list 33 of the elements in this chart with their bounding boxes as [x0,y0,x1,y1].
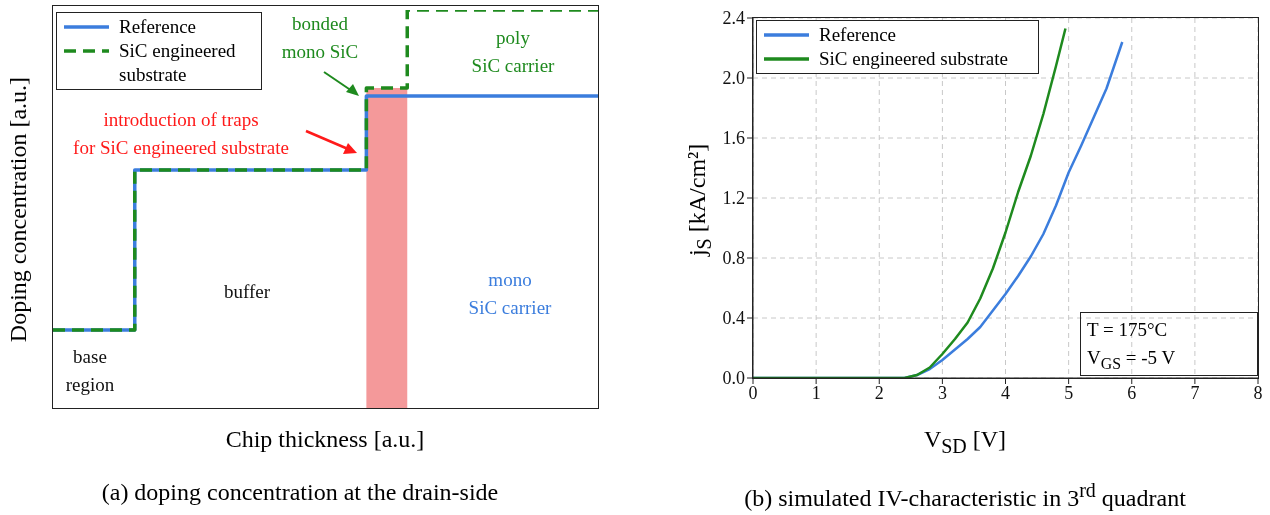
y-tick-label: 0.0 [722,368,745,389]
x-axis-title: V$_{SD}$ [V] [922,426,1008,458]
x-tick-label: 0 [748,382,758,403]
legend-label: Reference [819,23,896,47]
annotation: buffer [222,280,272,304]
x-tick-label: 3 [937,382,947,403]
y-tick-label: 1.6 [722,128,745,149]
x-tick-label: 6 [1127,382,1137,403]
y-tick-label: 1.2 [722,188,745,209]
annotation: V$_{GS}$ = -5 V [1087,346,1177,374]
x-axis-title: Chip thickness [a.u.] [224,426,426,453]
y-tick-label: 2.4 [722,8,745,29]
x-tick-label: 5 [1064,382,1074,403]
annotation: bonded mono SiC [281,13,359,62]
text: (b) simulated IV-characteristic in 3$^{rd}$ quadrant [743,479,1187,512]
annotation: mono SiC carrier [467,268,553,320]
annotation: poly SiC carrier [470,26,556,78]
y-axis-title: Doping concentration [a.u.] [4,75,32,345]
legend-label: Reference [119,15,196,39]
text: (a) doping concentration at the drain-side [100,479,500,506]
legend-label: SiC engineered substrate [819,47,1008,71]
annotation: T = 175°C [1087,318,1169,342]
x-tick-label: 1 [811,382,821,403]
x-tick-label: 4 [1001,382,1010,403]
x-tick-label: 8 [1253,382,1263,403]
y-tick-label: 2.0 [722,68,745,89]
x-tick-label: 2 [874,382,884,403]
legend-label: SiC engineered substrate [119,39,237,87]
annotation: base region [64,345,116,397]
y-tick-label: 0.4 [722,308,745,329]
x-tick-label: 7 [1190,382,1200,403]
annotation: introduction of traps for SiC engineered substrate [72,108,290,160]
y-tick-label: 0.8 [722,248,745,269]
